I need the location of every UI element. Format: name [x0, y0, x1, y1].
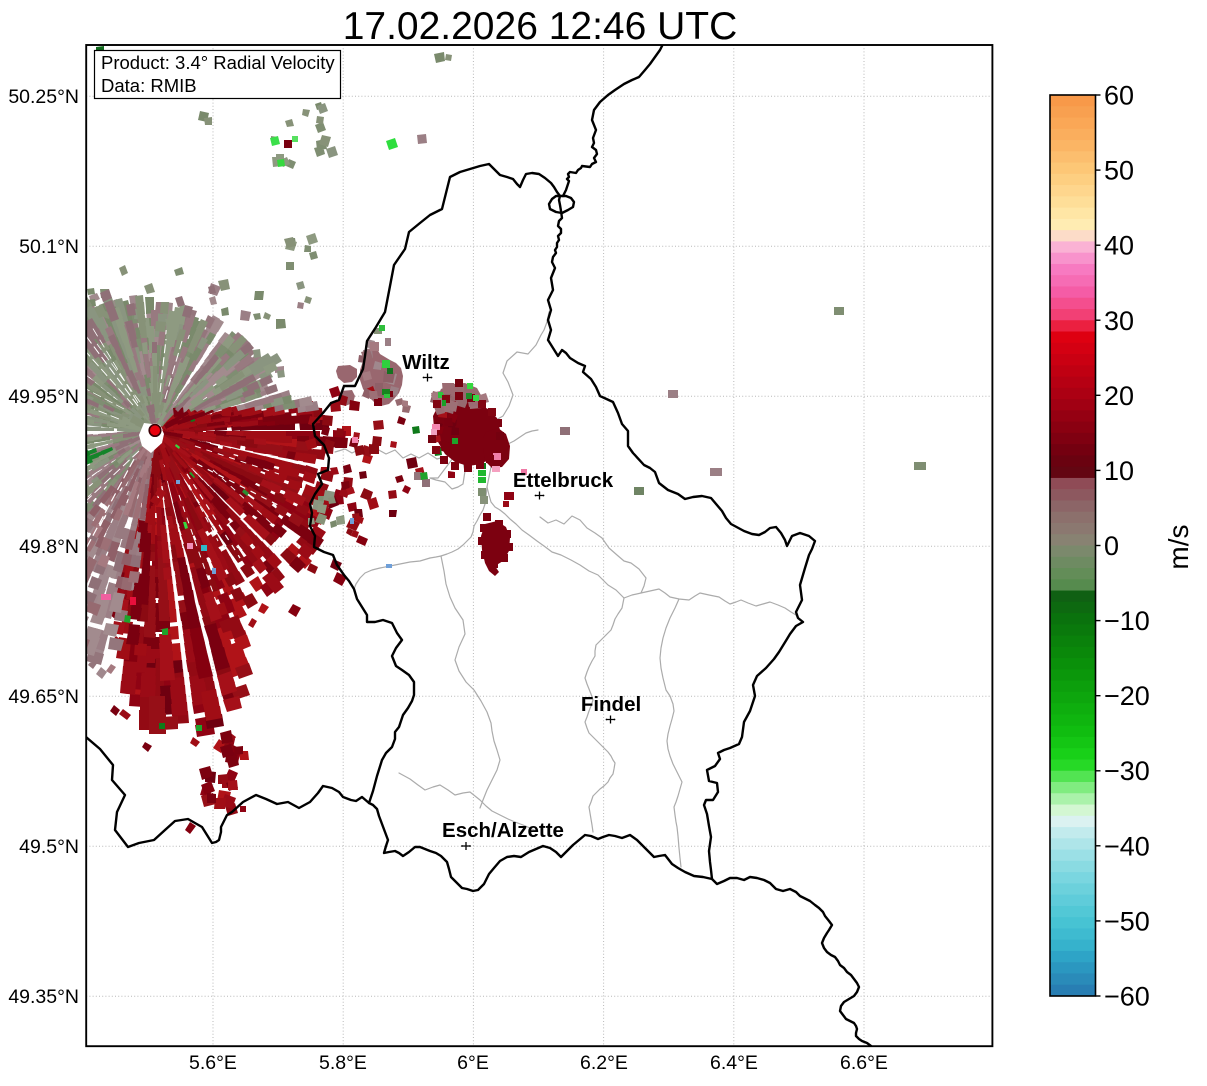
svg-text:Data: RMIB: Data: RMIB — [101, 75, 197, 96]
svg-text:20: 20 — [1104, 381, 1134, 411]
svg-text:6.4°E: 6.4°E — [710, 1052, 758, 1074]
svg-text:Esch/Alzette: Esch/Alzette — [442, 819, 564, 842]
svg-text:−40: −40 — [1104, 831, 1150, 861]
svg-text:0: 0 — [1104, 531, 1119, 561]
svg-text:−10: −10 — [1104, 606, 1150, 636]
svg-text:−30: −30 — [1104, 756, 1150, 786]
svg-text:49.35°N: 49.35°N — [8, 986, 79, 1008]
svg-text:49.65°N: 49.65°N — [8, 686, 79, 708]
svg-text:Wiltz: Wiltz — [402, 351, 450, 374]
svg-text:5.8°E: 5.8°E — [319, 1052, 367, 1074]
svg-text:17.02.2026 12:46 UTC: 17.02.2026 12:46 UTC — [343, 5, 738, 48]
svg-text:Ettelbruck: Ettelbruck — [513, 469, 614, 492]
svg-text:49.8°N: 49.8°N — [19, 536, 79, 558]
svg-text:−20: −20 — [1104, 681, 1150, 711]
svg-text:50: 50 — [1104, 156, 1134, 186]
svg-text:−60: −60 — [1104, 982, 1150, 1012]
svg-text:50.1°N: 50.1°N — [19, 236, 79, 258]
svg-text:Product: 3.4° Radial Velocity: Product: 3.4° Radial Velocity — [101, 52, 335, 73]
svg-text:6°E: 6°E — [457, 1052, 489, 1074]
svg-text:49.95°N: 49.95°N — [8, 386, 79, 408]
svg-text:50.25°N: 50.25°N — [8, 86, 79, 108]
svg-text:60: 60 — [1104, 81, 1134, 111]
svg-text:5.6°E: 5.6°E — [189, 1052, 237, 1074]
svg-text:30: 30 — [1104, 306, 1134, 336]
svg-text:Findel: Findel — [581, 693, 641, 716]
svg-text:−50: −50 — [1104, 906, 1150, 936]
svg-text:40: 40 — [1104, 231, 1134, 261]
svg-text:6.6°E: 6.6°E — [840, 1052, 888, 1074]
svg-text:6.2°E: 6.2°E — [580, 1052, 628, 1074]
svg-text:49.5°N: 49.5°N — [19, 836, 79, 858]
svg-text:m/s: m/s — [1163, 524, 1194, 569]
svg-text:10: 10 — [1104, 456, 1134, 486]
